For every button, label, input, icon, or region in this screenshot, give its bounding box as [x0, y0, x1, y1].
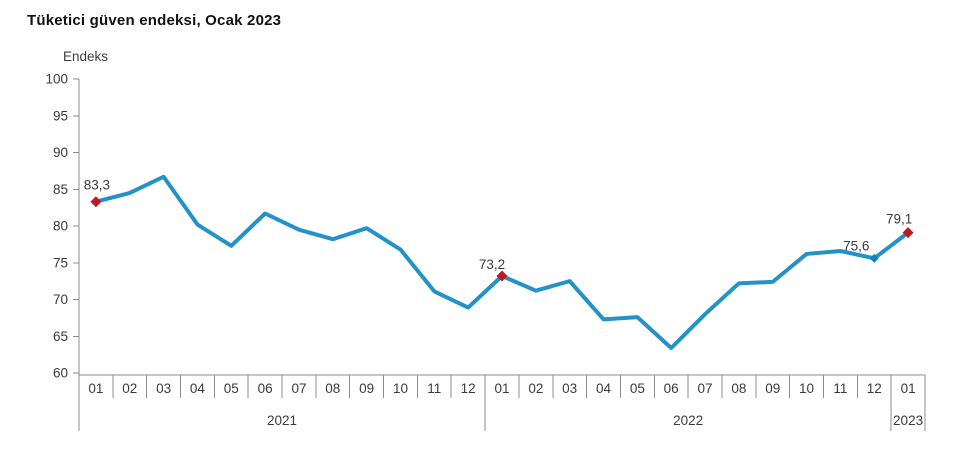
month-label: 12: [867, 381, 882, 396]
data-label: 75,6: [843, 238, 869, 253]
y-tick-label: 100: [45, 72, 68, 87]
year-label: 2023: [893, 413, 923, 428]
month-label: 05: [224, 381, 239, 396]
data-marker: [902, 227, 914, 239]
month-label: 10: [393, 381, 408, 396]
y-axis-title: Endeks: [63, 49, 109, 64]
month-label: 07: [291, 381, 306, 396]
month-label: 08: [325, 381, 340, 396]
month-label: 04: [596, 381, 612, 396]
y-tick-label: 60: [53, 366, 68, 381]
y-tick-label: 90: [53, 145, 68, 160]
month-label: 10: [799, 381, 814, 396]
chart-title: Tüketici güven endeksi, Ocak 2023: [27, 12, 282, 29]
data-marker: [869, 253, 879, 263]
data-marker: [90, 196, 102, 208]
month-label: 08: [731, 381, 746, 396]
month-label: 09: [765, 381, 780, 396]
y-tick-label: 70: [53, 292, 68, 307]
month-label: 09: [359, 381, 374, 396]
month-label: 05: [630, 381, 645, 396]
year-label: 2022: [673, 413, 703, 428]
month-label: 03: [562, 381, 577, 396]
month-label: 11: [427, 381, 441, 396]
year-label: 2021: [267, 413, 297, 428]
month-label: 11: [833, 381, 847, 396]
month-label: 03: [156, 381, 171, 396]
month-label: 02: [528, 381, 543, 396]
y-tick-label: 85: [53, 182, 68, 197]
month-label: 06: [258, 381, 273, 396]
data-label: 73,2: [479, 257, 505, 272]
month-label: 06: [664, 381, 679, 396]
data-label: 79,1: [886, 212, 912, 227]
y-tick-label: 65: [53, 329, 68, 344]
month-label: 07: [698, 381, 713, 396]
month-label: 01: [901, 381, 916, 396]
month-label: 04: [190, 381, 206, 396]
month-label: 12: [461, 381, 476, 396]
y-tick-label: 75: [53, 255, 68, 270]
y-tick-label: 95: [53, 108, 68, 123]
y-tick-label: 80: [53, 219, 68, 234]
data-label: 83,3: [84, 178, 110, 193]
month-label: 02: [122, 381, 137, 396]
month-label: 01: [494, 381, 509, 396]
data-marker: [496, 270, 508, 282]
month-label: 01: [88, 381, 103, 396]
